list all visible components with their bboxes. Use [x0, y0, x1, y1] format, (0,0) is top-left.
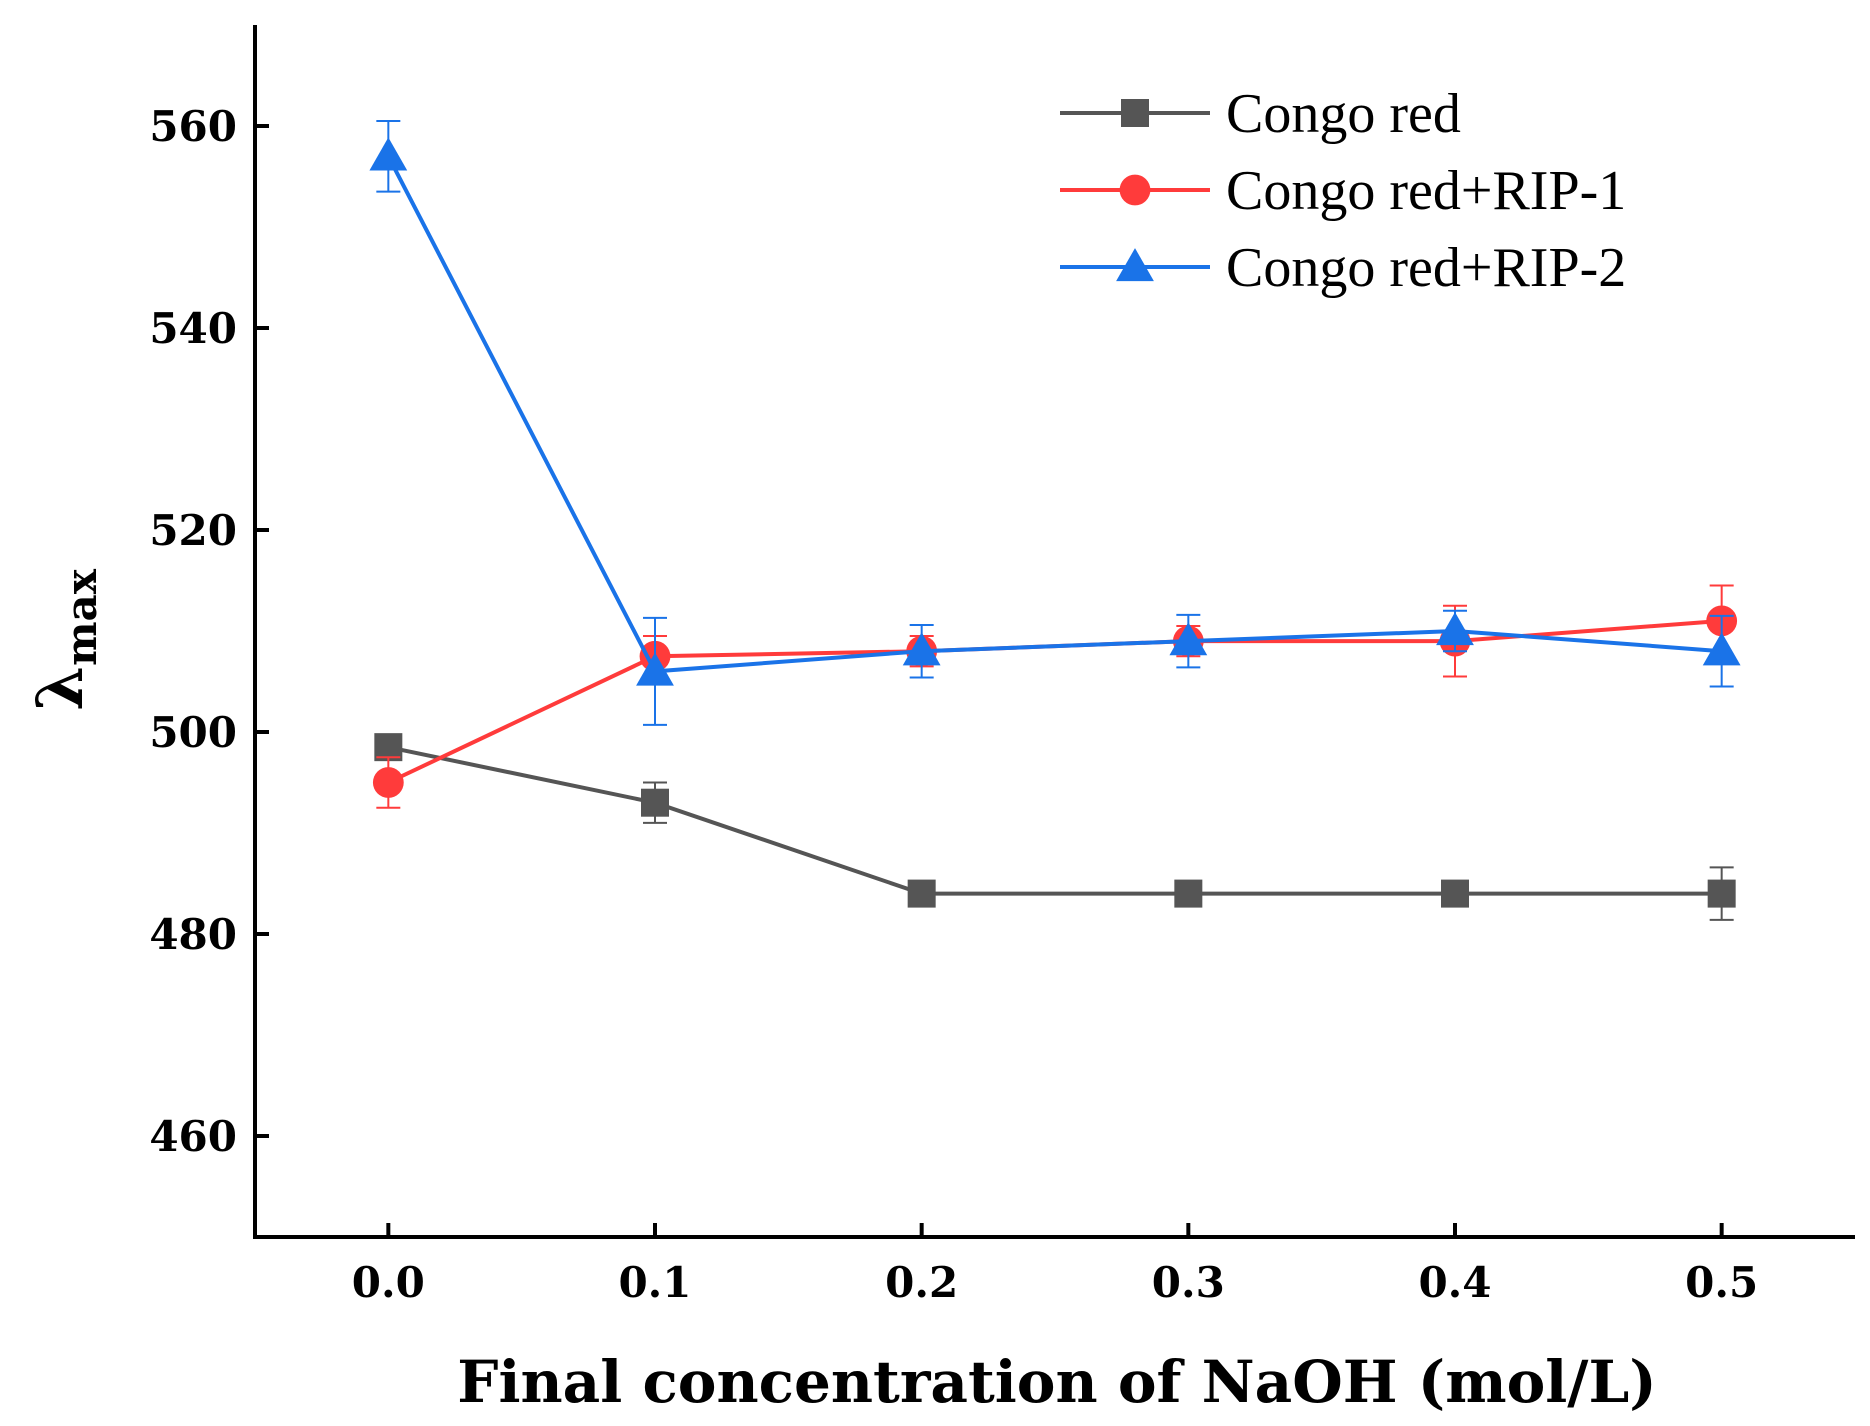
legend-marker [1119, 174, 1151, 206]
legend-label: Congo red+RIP-1 [1226, 160, 1626, 222]
x-tick-label: 0.2 [885, 1258, 958, 1307]
series-line [386, 155, 1722, 674]
x-tick-label: 0.0 [352, 1258, 425, 1307]
y-axis-title-sub: max [57, 568, 106, 666]
data-point [902, 632, 941, 666]
legend-label: Congo red+RIP-2 [1226, 237, 1626, 299]
data-point [1169, 622, 1208, 656]
data-point [1436, 612, 1474, 646]
data-point [1174, 879, 1203, 908]
data-point [1707, 879, 1736, 908]
data-point [641, 788, 669, 817]
legend-item-3: Congo red+RIP-2 [1060, 237, 1626, 299]
legend-item-2: Congo red+RIP-1 [1060, 160, 1626, 222]
series-3 [369, 119, 1741, 726]
y-axis-title: λmax [23, 568, 106, 711]
data-point [369, 137, 408, 171]
series-line [387, 745, 1722, 896]
data-point [1702, 632, 1741, 666]
y-tick-label: 520 [149, 506, 237, 555]
x-tick-label: 0.1 [618, 1258, 691, 1307]
legend-marker [1116, 248, 1154, 282]
y-tick-label: 560 [149, 102, 237, 151]
x-tick-label: 0.3 [1152, 1258, 1225, 1307]
y-axis-title-main: λ [23, 666, 98, 711]
legend-label: Congo red [1226, 83, 1461, 145]
series-layer [369, 119, 1741, 921]
x-tick-label: 0.4 [1418, 1258, 1491, 1307]
series-1 [374, 733, 1736, 921]
data-point [907, 879, 936, 908]
y-tick-label: 460 [149, 1112, 237, 1161]
data-point [1441, 879, 1469, 908]
data-point [636, 652, 674, 686]
data-point [372, 767, 404, 798]
legend-item-1: Congo red [1060, 83, 1461, 145]
y-tick-label: 500 [149, 708, 237, 757]
y-tick-label: 540 [149, 304, 237, 353]
legend-marker [1121, 99, 1149, 127]
x-tick-label: 0.5 [1685, 1258, 1758, 1307]
legend: Congo red Congo red+RIP-1 Congo red+RIP-2 [1060, 83, 1626, 299]
series-2 [372, 584, 1738, 809]
y-tick-label: 480 [149, 910, 237, 959]
x-axis-title: Final concentration of NaOH (mol/L) [457, 1348, 1656, 1416]
axes: 460 480 500 520 540 560 0.0 0.1 0.2 0.3 0.4 0.5 [149, 25, 1855, 1307]
